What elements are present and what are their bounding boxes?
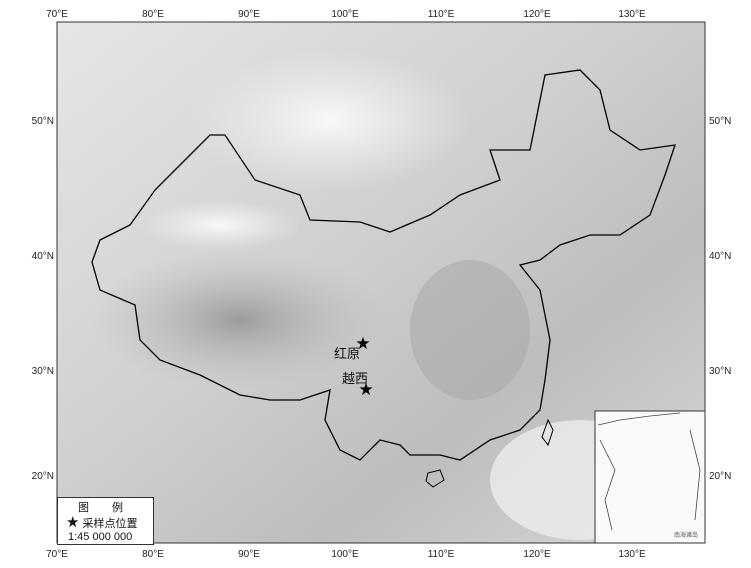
legend: 图 例 ★ 采样点位置 1:45 000 000 xyxy=(57,497,154,545)
sample-site-label: 红原 xyxy=(334,346,360,361)
sample-site-label: 越西 xyxy=(342,371,368,386)
lon-tick-top: 120°E xyxy=(523,9,551,20)
lat-tick-right: 50°N xyxy=(709,116,731,127)
inset-label: 南海诸岛 xyxy=(674,531,698,539)
taiwan-outline xyxy=(541,418,554,447)
legend-title: 图 例 xyxy=(77,502,134,514)
lon-tick-bottom: 70°E xyxy=(46,549,68,560)
lon-ticks-top: 70°E 80°E 90°E 100°E 110°E 120°E 130°E xyxy=(46,9,646,20)
lon-tick-bottom: 80°E xyxy=(142,549,164,560)
lat-tick-right: 20°N xyxy=(709,471,731,482)
lat-ticks-left: 50°N 40°N 30°N 20°N xyxy=(32,116,54,482)
lat-tick-left: 40°N xyxy=(32,251,54,262)
lon-tick-top: 110°E xyxy=(428,9,455,20)
lon-tick-top: 80°E xyxy=(142,9,164,20)
lat-tick-right: 30°N xyxy=(709,366,731,377)
east-plain-shading xyxy=(410,260,530,400)
lon-tick-top: 70°E xyxy=(46,9,68,20)
star-icon: ★ xyxy=(66,514,80,531)
lat-tick-left: 20°N xyxy=(32,471,54,482)
lon-tick-top: 100°E xyxy=(331,9,359,20)
lon-tick-top: 90°E xyxy=(238,9,260,20)
lon-ticks-bottom: 70°E 80°E 90°E 100°E 110°E 120°E 130°E xyxy=(46,549,646,560)
sample-site-marker: ★ xyxy=(358,380,373,399)
lat-ticks-right: 50°N 40°N 30°N 20°N xyxy=(709,116,731,482)
lon-tick-bottom: 100°E xyxy=(331,549,359,560)
hainan-outline xyxy=(425,469,445,488)
map-scale: 1:45 000 000 xyxy=(68,531,133,543)
china-border xyxy=(91,69,676,461)
sample-site-marker: ★ xyxy=(355,334,370,353)
tarim-basin-shading xyxy=(140,200,300,250)
lat-tick-right: 40°N xyxy=(709,251,731,262)
lon-tick-bottom: 90°E xyxy=(238,549,260,560)
mongolia-shading xyxy=(190,50,470,190)
tibetan-plateau-shading xyxy=(90,250,390,390)
lat-tick-left: 50°N xyxy=(32,116,54,127)
inset-coastline xyxy=(597,412,701,531)
south-china-sea-inset xyxy=(594,410,706,544)
lon-tick-top: 130°E xyxy=(618,9,646,20)
lon-tick-bottom: 120°E xyxy=(523,549,551,560)
legend-item-label: 采样点位置 xyxy=(82,518,138,530)
lon-tick-bottom: 130°E xyxy=(618,549,646,560)
lon-tick-bottom: 110°E xyxy=(428,549,455,560)
lat-tick-left: 30°N xyxy=(32,366,54,377)
